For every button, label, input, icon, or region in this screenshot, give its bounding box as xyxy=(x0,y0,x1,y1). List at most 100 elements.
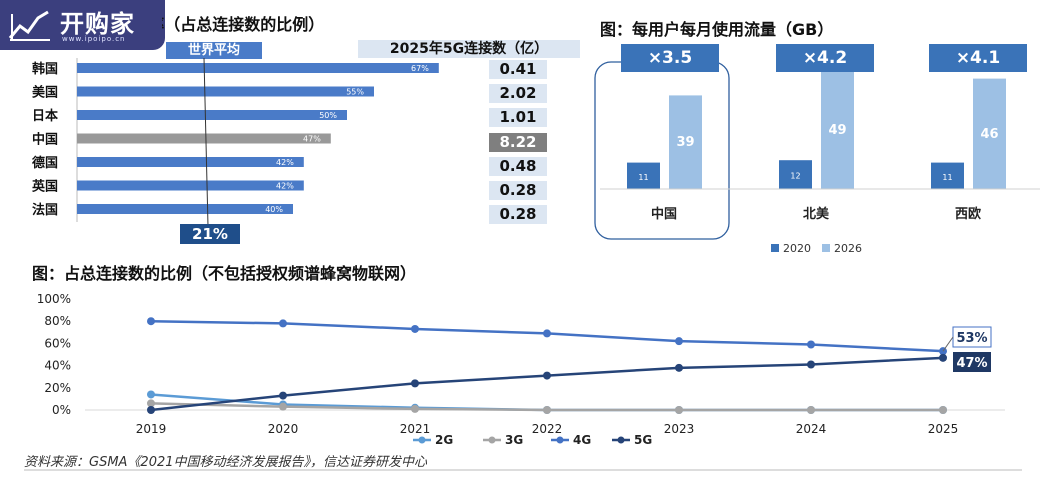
logo-text: 开购家 xyxy=(60,10,135,38)
p3-point-4G-4 xyxy=(675,337,683,346)
p1-bar-0 xyxy=(77,63,439,73)
p1-connections-value-0: 0.41 xyxy=(489,60,547,79)
logo-url: www.ipoipo.cn xyxy=(62,35,126,43)
p2-category-label-0: 中国 xyxy=(651,206,677,222)
p1-bar-value-3: 47% xyxy=(303,135,321,144)
p1-category-label-6: 法国 xyxy=(32,202,58,218)
p3-ytick-4: 80% xyxy=(44,314,71,328)
p3-legend-label-4G: 4G xyxy=(573,433,591,447)
p1-bar-1 xyxy=(77,86,374,97)
p3-ytick-3: 60% xyxy=(44,336,71,350)
p1-category-label-0: 韩国 xyxy=(32,61,58,77)
p3-point-3G-4 xyxy=(675,406,683,414)
p3-point-4G-0 xyxy=(147,317,155,326)
p1-category-label-3: 中国 xyxy=(32,132,58,148)
p3-point-3G-1 xyxy=(279,402,287,411)
p1-bar-6 xyxy=(77,204,293,214)
p3-line-5G xyxy=(150,356,944,412)
p1-bar-value-2: 50% xyxy=(319,111,337,120)
p3-end-label-4g-leader xyxy=(942,336,954,352)
p3-ytick-1: 20% xyxy=(44,381,71,395)
p3-xtick-0: 2019 xyxy=(136,422,167,436)
p1-category-label-2: 日本 xyxy=(32,108,58,124)
site-logo: 开购家 www.ipoipo.cn xyxy=(0,0,165,50)
p3-xtick-1: 2020 xyxy=(268,422,299,436)
p1-bar-2 xyxy=(77,110,347,120)
p2-legend-swatch-2026 xyxy=(822,244,830,252)
p1-bar-value-6: 40% xyxy=(265,205,283,214)
p3-point-3G-3 xyxy=(543,406,551,414)
p3-point-4G-2 xyxy=(411,324,419,333)
p3-point-5G-4 xyxy=(675,363,683,372)
chart-trend-icon xyxy=(8,10,50,41)
p1-connections-value-6: 0.28 xyxy=(489,205,547,225)
p3-end-label-4g: 53% xyxy=(942,326,992,352)
p3-ytick-5: 100% xyxy=(37,292,71,306)
source-note: 资料来源：GSMA《2021中国移动经济发展报告》，信达证券研发中心 xyxy=(24,455,428,470)
p2-bar-2026-0 xyxy=(669,95,702,189)
p1-connections-value-3: 8.22 xyxy=(489,132,547,152)
p1-category-label-4: 德国 xyxy=(32,155,58,171)
p2-bar-2020-label-1: 12 xyxy=(790,172,800,181)
p3-ytick-2: 40% xyxy=(44,359,71,373)
p1-category-label-5: 英国 xyxy=(31,179,58,195)
p3-end-label-5g-text: 47% xyxy=(956,356,987,371)
p1-bar-value-0: 67% xyxy=(411,64,429,73)
p2-bar-2020-label-2: 11 xyxy=(942,173,952,182)
p3-point-2G-0 xyxy=(147,390,155,399)
p3-legend-label-3G: 3G xyxy=(505,433,523,447)
p3-point-3G-6 xyxy=(939,406,947,414)
p1-category-label-1: 美国 xyxy=(32,85,58,101)
p1-connections-value-4: 0.48 xyxy=(489,156,547,176)
p2-multiplier-2: ×4.1 xyxy=(929,44,1027,72)
p1-connections-value-1: 2.02 xyxy=(489,84,547,104)
p2-bar-2020-1 xyxy=(779,160,812,189)
p2-bar-2026-label-2: 46 xyxy=(980,127,998,142)
p1-bar-value-1: 55% xyxy=(346,88,364,97)
p3-legend-label-2G: 2G xyxy=(435,433,453,447)
p2-legend-swatch-2020 xyxy=(771,244,779,252)
p1-connections-value-2: 1.01 xyxy=(489,108,547,128)
p3-xtick-4: 2023 xyxy=(664,422,695,436)
panel2-title: 图：每用户每月使用流量（GB） xyxy=(600,20,834,39)
p3-point-5G-0 xyxy=(147,406,155,414)
world-average-value: 21% xyxy=(180,224,240,244)
p1-bar-4 xyxy=(77,157,304,167)
p3-point-5G-3 xyxy=(543,371,551,380)
p1-connections-value-5: 0.28 xyxy=(489,181,547,200)
p3-point-4G-1 xyxy=(279,319,287,328)
p3-legend-marker-4G xyxy=(556,436,564,444)
p2-category-label-2: 西欧 xyxy=(955,206,981,222)
p1-bar-3 xyxy=(77,133,331,144)
p3-point-4G-5 xyxy=(807,340,815,349)
p3-legend-marker-3G xyxy=(488,436,496,444)
p2-multiplier-0: ×3.5 xyxy=(621,44,719,72)
p2-bar-2026-2 xyxy=(973,78,1006,189)
p3-point-5G-6 xyxy=(939,353,947,362)
p3-point-3G-0 xyxy=(147,399,155,408)
p3-legend-label-5G: 5G xyxy=(634,433,652,447)
panel1-title: 图：5G渗透率（占总连接数的比例） xyxy=(60,15,325,34)
p2-multiplier-1: ×4.2 xyxy=(776,44,874,72)
p3-xtick-3: 2022 xyxy=(532,422,563,436)
p2-bar-2020-label-0: 11 xyxy=(638,173,648,182)
p2-legend-label-2020: 2020 xyxy=(783,242,811,255)
p3-point-4G-3 xyxy=(543,329,551,338)
p1-world-average-line xyxy=(203,57,209,227)
p1-bar-5 xyxy=(77,180,304,191)
p2-bar-2026-label-0: 39 xyxy=(676,135,694,150)
connections-header: 2025年5G连接数（亿） xyxy=(358,40,580,58)
p2-bar-2020-0 xyxy=(627,162,660,189)
p2-category-label-1: 北美 xyxy=(803,206,830,222)
p3-legend-marker-2G xyxy=(418,436,426,444)
p3-xtick-5: 2024 xyxy=(796,422,827,436)
p2-bar-2026-label-1: 49 xyxy=(828,123,846,138)
p3-point-5G-2 xyxy=(411,379,419,388)
p1-bar-value-4: 42% xyxy=(276,158,294,167)
p3-legend-marker-5G xyxy=(617,436,625,444)
p2-bar-2026-1 xyxy=(821,71,854,189)
p1-bar-value-5: 42% xyxy=(276,182,294,191)
p3-ytick-0: 0% xyxy=(52,403,71,417)
